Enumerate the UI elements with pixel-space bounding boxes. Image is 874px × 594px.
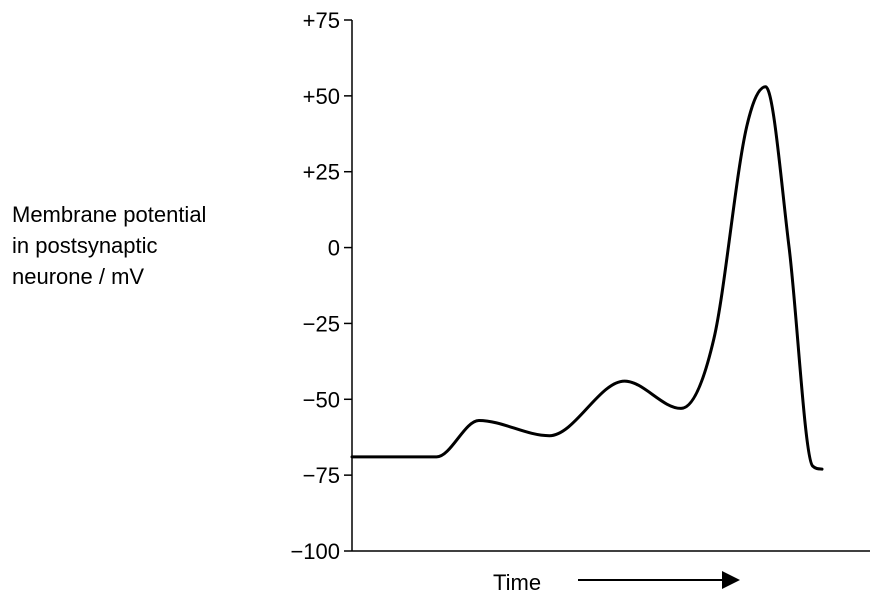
y-axis-title-line-2: in postsynaptic	[12, 233, 158, 258]
y-tick-label: +25	[303, 160, 340, 185]
y-tick-label: 0	[328, 236, 340, 261]
y-axis: +75 +50 +25 0 −25 −50 −75 −100	[290, 8, 353, 564]
y-axis-title-line-3: neurone / mV	[12, 264, 144, 289]
y-tick-label: −75	[303, 463, 340, 488]
y-axis-title: Membrane potential in postsynaptic neuro…	[12, 202, 206, 289]
membrane-potential-trace	[350, 85, 824, 471]
y-tick-label: +75	[303, 8, 340, 33]
y-tick-label: +50	[303, 84, 340, 109]
x-axis-arrow	[578, 571, 740, 589]
x-arrow-head	[722, 571, 740, 589]
y-tick-label: −100	[290, 539, 340, 564]
y-axis-title-line-1: Membrane potential	[12, 202, 206, 227]
y-tick-label: −50	[303, 387, 340, 412]
y-tick-label: −25	[303, 311, 340, 336]
x-axis-title: Time	[493, 570, 541, 594]
plot-area	[350, 85, 824, 471]
